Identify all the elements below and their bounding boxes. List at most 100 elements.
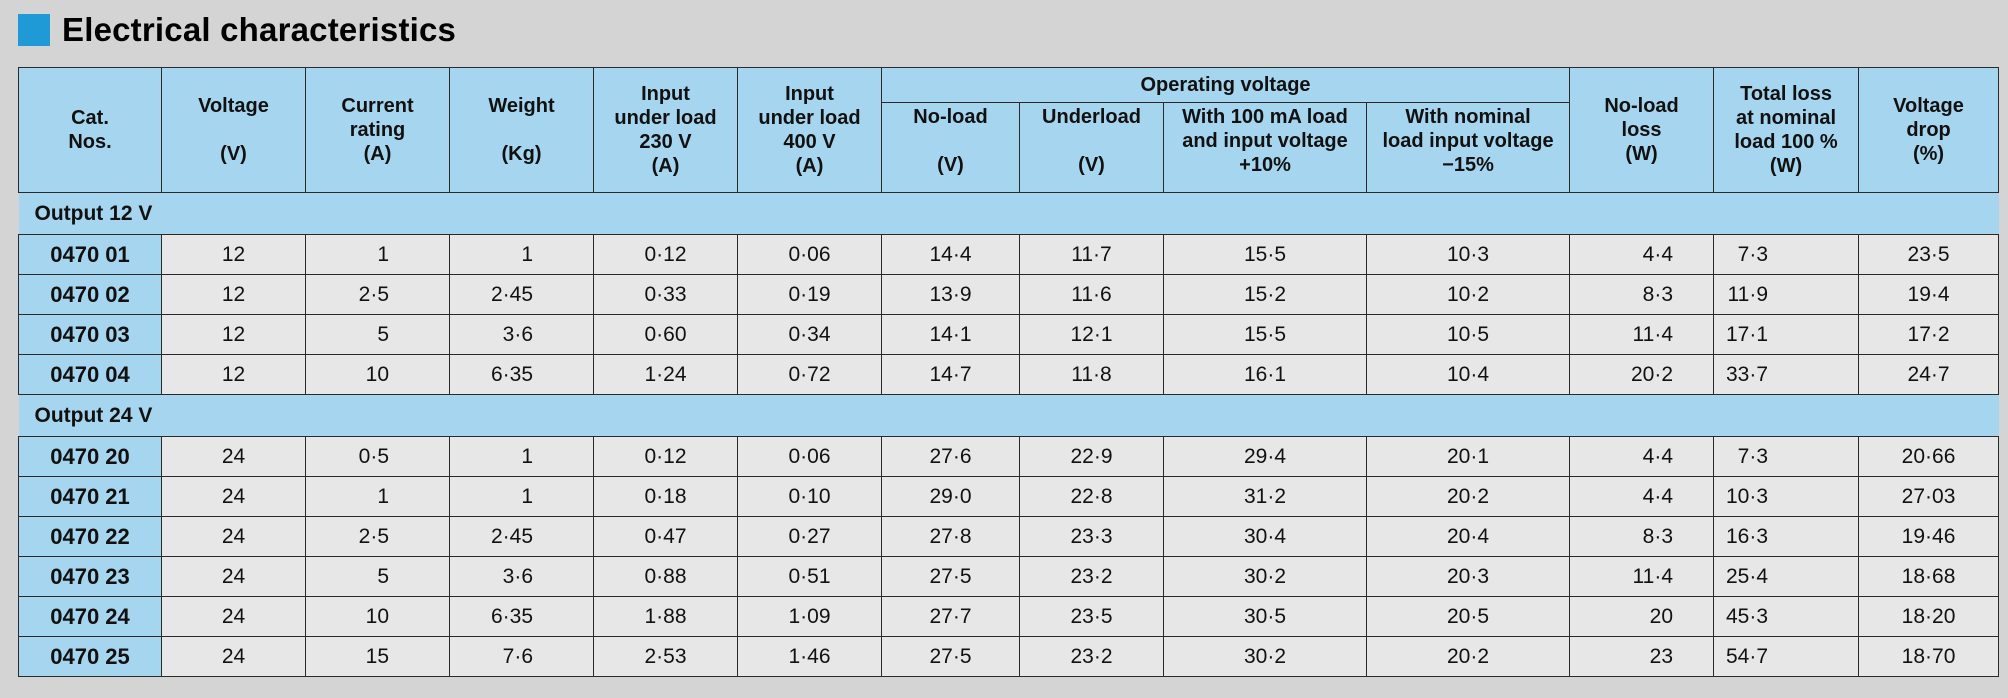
table-cell: 12	[161, 274, 306, 315]
table-cell: 0·12	[593, 234, 738, 275]
electrical-characteristics-table: Cat. Nos. Voltage (V) Current rating (A) Wei…	[18, 67, 2000, 677]
col-header-voltage: Voltage (V)	[161, 67, 306, 193]
table-row: 0470 03 12 5 3·6 0·60 0·34 14·1 12·1 15·5 10·5 11·…	[18, 314, 2000, 355]
table-cell: 1·09	[737, 596, 882, 637]
table-cell: 24·7	[1858, 354, 2000, 395]
table-cell: 0·12	[593, 436, 738, 477]
table-cell: 5	[305, 314, 450, 355]
table-cell: 17·1	[1713, 314, 1860, 355]
table-cell: 24	[161, 596, 306, 637]
table-cell: 24	[161, 556, 306, 597]
table-cell: 2·45	[449, 274, 594, 315]
page-title-bar: Electrical characteristics	[18, 8, 456, 52]
table-row: 0470 24 24 10 6·35 1·88 1·09 27·7 23·5 30·5 20·5 2…	[18, 596, 2000, 637]
table-cell: 22·8	[1019, 476, 1164, 517]
table-cell: 1	[449, 234, 594, 275]
table-cell: 0·33	[593, 274, 738, 315]
cat-number: 0470 02	[18, 274, 162, 315]
col-header-voltage-drop: Voltage drop (%)	[1858, 67, 2000, 193]
col-header-cat: Cat. Nos.	[18, 67, 162, 193]
table-cell: 23·3	[1019, 516, 1164, 557]
table-cell: 2·5	[305, 516, 450, 557]
table-cell: 24	[161, 636, 306, 677]
cat-number: 0470 04	[18, 354, 162, 395]
table-cell: 29·0	[881, 476, 1020, 517]
table-cell: 24	[161, 476, 306, 517]
table-cell: 23·5	[1019, 596, 1164, 637]
col-header-with-100ma: With 100 mA load and input voltage +10%	[1163, 102, 1367, 193]
table-cell: 12	[161, 354, 306, 395]
table-row: 0470 21 24 1 1 0·18 0·10 29·0 22·8 31·2 20·2 4·4 10…	[18, 476, 2000, 517]
table-cell: 1·24	[593, 354, 738, 395]
table-cell: 20·5	[1365, 596, 1571, 637]
table-cell: 11·7	[1019, 234, 1164, 275]
table-row: 0470 20 24 0·5 1 0·12 0·06 27·6 22·9 29·4 20·1 4·4…	[18, 436, 2000, 477]
table-cell: 7·3	[1713, 234, 1860, 275]
table-cell: 18·68	[1858, 556, 2000, 597]
table-cell: 20·2	[1569, 354, 1715, 395]
table-row: 0470 22 24 2·5 2·45 0·47 0·27 27·8 23·3 30·4 20·4…	[18, 516, 2000, 557]
table-cell: 0·19	[737, 274, 882, 315]
table-row: 0470 01 12 1 1 0·12 0·06 14·4 11·7 15·5 10·3 4·4 7·…	[18, 234, 2000, 275]
table-cell: 15·5	[1163, 234, 1367, 275]
table-cell: 13·9	[881, 274, 1020, 315]
table-cell: 27·6	[881, 436, 1020, 477]
table-cell: 30·4	[1163, 516, 1367, 557]
table-cell: 4·4	[1569, 476, 1715, 517]
table-cell: 10·3	[1365, 234, 1571, 275]
table-cell: 14·4	[881, 234, 1020, 275]
table-cell: 27·5	[881, 556, 1020, 597]
table-cell: 0·10	[737, 476, 882, 517]
table-cell: 11·9	[1713, 274, 1860, 315]
table-cell: 11·4	[1569, 314, 1715, 355]
table-cell: 25·4	[1713, 556, 1860, 597]
cat-number: 0470 21	[18, 476, 162, 517]
table-cell: 33·7	[1713, 354, 1860, 395]
table-cell: 17·2	[1858, 314, 2000, 355]
col-header-input-400: Input under load 400 V (A)	[737, 67, 882, 193]
table-cell: 2·5	[305, 274, 450, 315]
table-cell: 24	[161, 516, 306, 557]
table-cell: 10·5	[1365, 314, 1571, 355]
table-cell: 0·47	[593, 516, 738, 557]
table-cell: 0·34	[737, 314, 882, 355]
table-cell: 1	[449, 436, 594, 477]
table-cell: 27·7	[881, 596, 1020, 637]
cat-number: 0470 24	[18, 596, 162, 637]
table-cell: 10	[305, 354, 450, 395]
table-cell: 0·88	[593, 556, 738, 597]
section-row: Output 12 V	[18, 192, 1999, 235]
table-cell: 16·1	[1163, 354, 1367, 395]
table-cell: 20·2	[1365, 476, 1571, 517]
table-cell: 30·5	[1163, 596, 1367, 637]
cat-number: 0470 20	[18, 436, 162, 477]
table-cell: 0·5	[305, 436, 450, 477]
table-cell: 19·46	[1858, 516, 2000, 557]
table-cell: 0·72	[737, 354, 882, 395]
table-cell: 20·3	[1365, 556, 1571, 597]
table-cell: 27·03	[1858, 476, 2000, 517]
table-cell: 18·20	[1858, 596, 2000, 637]
table-cell: 14·1	[881, 314, 1020, 355]
table-cell: 30·2	[1163, 636, 1367, 677]
title-square-icon	[18, 14, 50, 46]
table-cell: 11·6	[1019, 274, 1164, 315]
table-cell: 20	[1569, 596, 1715, 637]
table-cell: 31·2	[1163, 476, 1367, 517]
table-cell: 15	[305, 636, 450, 677]
table-cell: 10·4	[1365, 354, 1571, 395]
table-cell: 24	[161, 436, 306, 477]
table-cell: 7·6	[449, 636, 594, 677]
table-cell: 4·4	[1569, 436, 1715, 477]
table-cell: 7·3	[1713, 436, 1860, 477]
cat-number: 0470 01	[18, 234, 162, 275]
table-cell: 0·18	[593, 476, 738, 517]
col-group-operating-voltage: Operating voltage	[880, 67, 1571, 103]
table-row: 0470 23 24 5 3·6 0·88 0·51 27·5 23·2 30·2 20·3 11·…	[18, 556, 2000, 597]
cat-number: 0470 22	[18, 516, 162, 557]
table-cell: 20·66	[1858, 436, 2000, 477]
table-cell: 1	[449, 476, 594, 517]
col-header-no-load-loss: No-load loss (W)	[1569, 67, 1715, 193]
table-cell: 10·3	[1713, 476, 1860, 517]
col-header-input-230: Input under load 230 V (A)	[593, 67, 738, 193]
